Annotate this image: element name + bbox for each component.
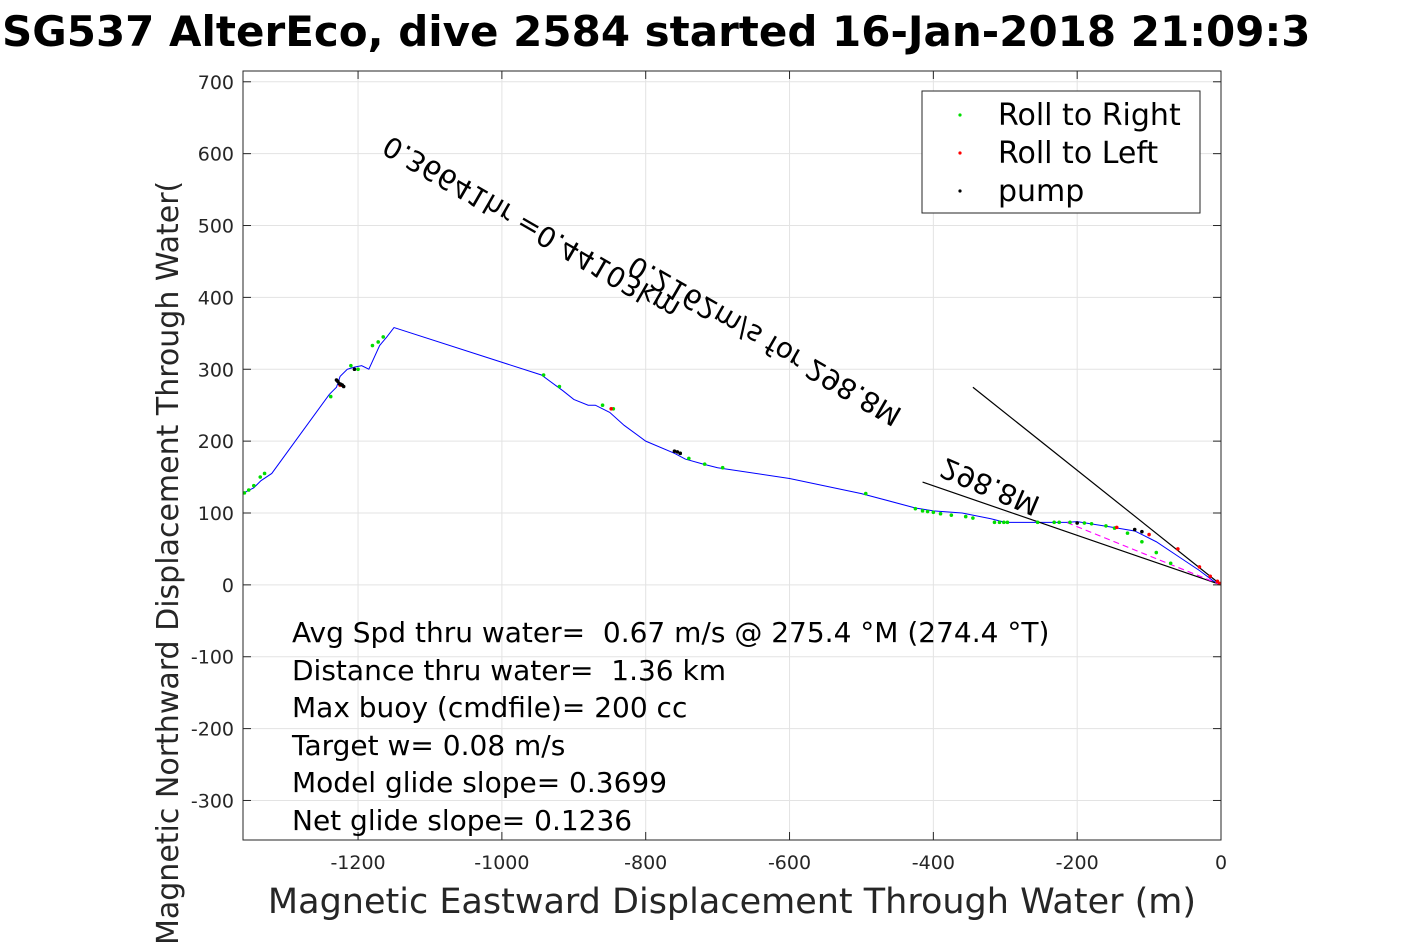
y-tick-label: 100 (198, 503, 234, 525)
marker-roll-right (1140, 539, 1144, 544)
marker-roll-right (1035, 520, 1040, 525)
stat-net-glide-slope: Net glide slope= 0.1236 (292, 804, 632, 837)
marker-roll-right (356, 367, 360, 372)
marker-roll-right (349, 363, 353, 368)
y-tick-label: -200 (191, 719, 234, 741)
marker-roll-right (1068, 520, 1072, 525)
heading-lines (922, 386, 1222, 586)
marker-roll-right (1057, 520, 1061, 525)
chart-title: SG537 AlterEco, dive 2584 started 16-Jan… (2, 7, 1310, 56)
marker-roll-right (246, 488, 251, 492)
marker-roll-left (609, 406, 613, 411)
x-tick-label: -800 (624, 852, 667, 874)
marker-roll-right (863, 491, 868, 496)
y-tick-label: 600 (198, 144, 234, 166)
marker-roll-right (557, 384, 562, 389)
marker-roll-right (1002, 520, 1006, 525)
marker-roll-right (702, 462, 707, 466)
y-tick-label: 300 (198, 359, 234, 381)
marker-roll-right (258, 475, 263, 479)
legend: Roll to Right Roll to Left pump (921, 90, 1201, 214)
marker-roll-left (1197, 565, 1202, 569)
stat-max-buoy: Max buoy (cmdfile)= 200 cc (292, 691, 687, 724)
marker-roll-right (1104, 524, 1108, 528)
marker-roll-right (600, 403, 605, 407)
marker-roll-right (376, 340, 380, 344)
marker-roll-right (541, 373, 546, 377)
average-heading-line (1066, 521, 1222, 586)
marker-roll-right (1052, 520, 1056, 525)
legend-marker-pump (958, 189, 962, 193)
marker-roll-right (1154, 550, 1159, 555)
marker-roll-right (1125, 531, 1130, 535)
marker-pump (675, 450, 680, 454)
y-tick-label: 400 (198, 287, 234, 309)
marker-pump (352, 367, 357, 372)
marker-roll-right (687, 456, 691, 461)
marker-pump (1075, 521, 1079, 525)
y-tick-label: 700 (198, 72, 234, 94)
marker-roll-right (963, 514, 968, 519)
stat-avg-speed: Avg Spd thru water= 0.67 m/s @ 275.4 °M … (292, 616, 1049, 649)
track-markers (242, 335, 1222, 586)
marker-roll-left (1176, 547, 1180, 551)
legend-label-roll-right: Roll to Right (998, 98, 1181, 133)
marker-roll-right (971, 516, 975, 520)
marker-roll-right (251, 483, 256, 488)
marker-roll-left (1208, 574, 1213, 579)
x-tick-label: -200 (1056, 852, 1099, 874)
marker-roll-right (938, 511, 943, 516)
y-tick-label: 500 (198, 216, 234, 238)
y-axis-label: Magnetic Northward Displacement Through … (151, 181, 186, 945)
marker-roll-right (1168, 561, 1173, 566)
marker-roll-right (997, 520, 1002, 525)
marker-roll-right (920, 509, 925, 513)
marker-pump (1140, 529, 1144, 534)
x-tick-label: -600 (768, 852, 811, 874)
heading-line-1 (972, 386, 1222, 586)
marker-pump (672, 449, 677, 453)
marker-roll-right (931, 510, 936, 515)
marker-roll-right (913, 506, 918, 511)
marker-roll-right (949, 513, 954, 517)
axis-ticks: -1200 -1000 -800 -600 -400 -200 0-300-200-1000… (191, 71, 1227, 874)
y-tick-label: -100 (191, 647, 234, 669)
marker-pump (1132, 527, 1137, 532)
marker-roll-left (1114, 525, 1119, 530)
x-tick-label: -1200 (330, 852, 385, 874)
marker-roll-left (1147, 532, 1151, 537)
marker-pump (678, 451, 683, 456)
marker-roll-right (720, 465, 725, 470)
x-tick-label: -1000 (474, 852, 529, 874)
x-axis-label: Magnetic Eastward Displacement Through W… (268, 882, 1196, 922)
marker-roll-right (1082, 521, 1087, 525)
marker-roll-right (262, 471, 267, 476)
marker-roll-left (1217, 581, 1222, 586)
stat-model-glide-slope: Model glide slope= 0.3699 (292, 766, 667, 799)
x-tick-label: -400 (912, 852, 955, 874)
marker-roll-right (1089, 521, 1094, 526)
dive-statistics: Avg Spd thru water= 0.67 m/s @ 275.4 °M … (291, 616, 1049, 837)
marker-roll-right (242, 491, 247, 495)
marker-roll-right (381, 335, 386, 339)
marker-roll-right (992, 520, 997, 525)
marker-roll-right (328, 394, 333, 399)
stat-distance: Distance thru water= 1.36 km (292, 654, 726, 687)
y-tick-label: -300 (191, 790, 234, 812)
legend-label-roll-left: Roll to Left (998, 136, 1158, 171)
legend-label-pump: pump (998, 174, 1084, 209)
y-tick-label: 0 (222, 575, 234, 597)
marker-roll-right (370, 343, 375, 348)
legend-marker-roll-left (958, 151, 962, 155)
marker-pump (341, 384, 346, 389)
y-tick-label: 200 (198, 431, 234, 453)
x-tick-label: 0 (1215, 852, 1227, 874)
marker-roll-right (1005, 520, 1010, 525)
marker-roll-right (925, 509, 930, 514)
legend-marker-roll-right (958, 113, 962, 117)
stat-target-w: Target w= 0.08 m/s (291, 729, 565, 762)
heading-line-2 (922, 481, 1222, 586)
